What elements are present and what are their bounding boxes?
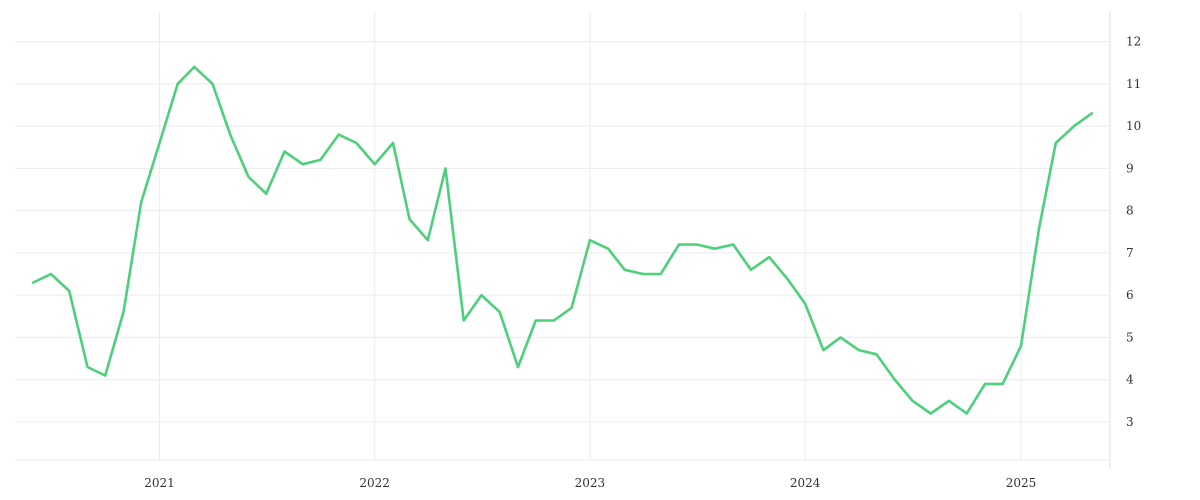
data-point xyxy=(948,400,951,403)
data-point xyxy=(678,243,681,246)
data-point xyxy=(732,243,735,246)
x-tick-label: 2024 xyxy=(790,476,821,490)
data-point xyxy=(642,273,645,276)
x-tick-label: 2022 xyxy=(359,476,390,490)
y-tick-label: 12 xyxy=(1126,35,1141,49)
data-point xyxy=(589,239,592,242)
data-point xyxy=(1054,142,1057,145)
data-point xyxy=(32,281,35,284)
y-tick-label: 7 xyxy=(1126,246,1134,260)
data-point xyxy=(1020,345,1023,348)
data-point xyxy=(247,176,250,179)
data-point xyxy=(462,319,465,322)
data-point xyxy=(534,319,537,322)
data-point xyxy=(875,353,878,356)
data-point xyxy=(480,294,483,297)
data-point xyxy=(607,247,610,250)
data-point xyxy=(229,133,232,136)
data-point xyxy=(86,366,89,369)
data-point xyxy=(301,163,304,166)
data-point xyxy=(911,400,914,403)
data-point xyxy=(283,150,286,153)
data-point xyxy=(1038,226,1041,229)
y-tick-label: 9 xyxy=(1126,161,1134,175)
data-point xyxy=(858,349,861,352)
data-point xyxy=(553,319,556,322)
y-tick-label: 6 xyxy=(1126,288,1134,302)
y-tick-label: 3 xyxy=(1126,415,1134,429)
data-point xyxy=(750,269,753,272)
data-point xyxy=(714,247,717,250)
data-point xyxy=(786,277,789,280)
data-point xyxy=(104,374,107,377)
data-point xyxy=(408,218,411,221)
data-point xyxy=(122,311,125,314)
y-tick-label: 8 xyxy=(1126,204,1134,218)
y-tick-label: 4 xyxy=(1126,373,1134,387)
data-point xyxy=(570,307,573,310)
data-point xyxy=(1001,383,1004,386)
series-line xyxy=(31,65,1093,415)
x-tick-label: 2025 xyxy=(1006,476,1037,490)
data-point xyxy=(804,302,807,305)
data-point xyxy=(158,142,161,145)
data-point xyxy=(893,378,896,381)
grid-lines xyxy=(15,12,1110,461)
data-point xyxy=(337,133,340,136)
data-point xyxy=(193,66,196,69)
data-point xyxy=(68,290,71,293)
data-point xyxy=(50,273,53,276)
data-point xyxy=(659,273,662,276)
data-point xyxy=(140,201,143,204)
data-point xyxy=(498,311,501,314)
data-point xyxy=(839,336,842,339)
axes: 3 4 5 6 7 8 9 10 11 12 2021 2022 2023 2024 2025 xyxy=(144,12,1141,490)
data-point xyxy=(265,192,268,195)
y-tick-label: 11 xyxy=(1126,77,1141,91)
data-point xyxy=(929,412,932,415)
data-point xyxy=(1073,125,1076,128)
data-point xyxy=(822,349,825,352)
data-point xyxy=(444,167,447,170)
x-tick-label: 2023 xyxy=(575,476,606,490)
x-tick-label: 2021 xyxy=(144,476,175,490)
data-point xyxy=(517,366,520,369)
data-point xyxy=(768,256,771,259)
data-point xyxy=(984,383,987,386)
data-point xyxy=(1090,112,1093,115)
data-point xyxy=(211,83,214,86)
y-tick-label: 5 xyxy=(1126,330,1134,344)
series-layer xyxy=(31,65,1093,415)
data-point xyxy=(373,163,376,166)
data-point xyxy=(695,243,698,246)
data-point xyxy=(319,159,322,162)
data-point xyxy=(392,142,395,145)
data-point xyxy=(426,239,429,242)
data-point xyxy=(355,142,358,145)
data-point xyxy=(176,83,179,86)
y-tick-label: 10 xyxy=(1126,119,1141,133)
data-point xyxy=(965,412,968,415)
data-point xyxy=(623,269,626,272)
